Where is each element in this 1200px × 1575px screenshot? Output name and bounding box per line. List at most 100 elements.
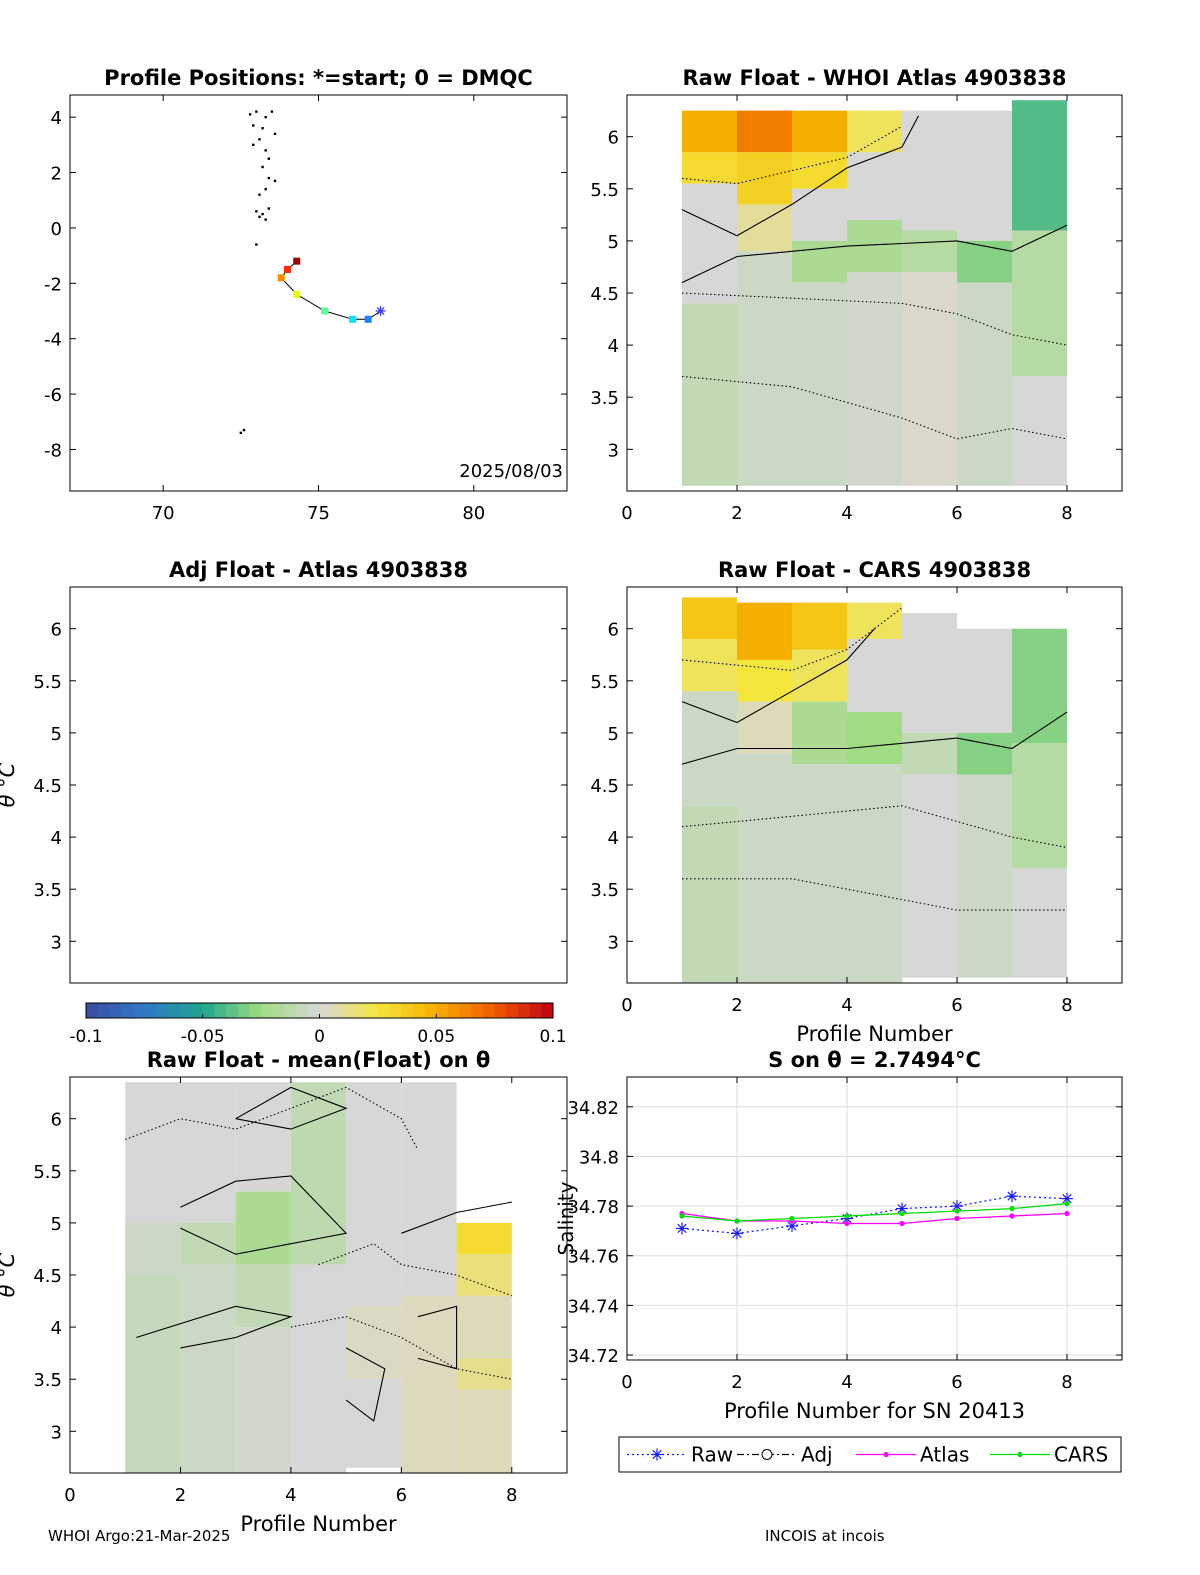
y-tick-label: 4 bbox=[51, 1318, 62, 1339]
contour-line bbox=[125, 1086, 419, 1151]
colorbar-segment bbox=[541, 1003, 554, 1018]
historical-point bbox=[242, 428, 246, 432]
heatmap-cell bbox=[902, 230, 957, 273]
heatmap-cell bbox=[180, 1264, 236, 1473]
series-point-cars bbox=[1064, 1201, 1070, 1207]
colorbar-segment bbox=[412, 1003, 426, 1018]
y-tick-label: 4.5 bbox=[33, 776, 62, 797]
float-track-line bbox=[280, 260, 381, 320]
y-tick-label: 34.72 bbox=[567, 1346, 619, 1367]
heatmap-cell bbox=[847, 110, 902, 153]
y-tick-label: -2 bbox=[44, 274, 62, 295]
colorbar-segment bbox=[132, 1003, 145, 1018]
series-point-atlas bbox=[954, 1215, 960, 1222]
series-point-cars bbox=[734, 1218, 740, 1224]
colorbar-segment bbox=[156, 1003, 169, 1018]
contour-line bbox=[417, 1305, 458, 1370]
y-tick-label: 34.82 bbox=[567, 1098, 619, 1119]
historical-point bbox=[248, 113, 252, 116]
heatmap-cell bbox=[847, 602, 902, 640]
heatmap-cell bbox=[847, 712, 902, 765]
y-tick-label: 4 bbox=[608, 828, 619, 849]
float-start-marker bbox=[375, 306, 386, 316]
colorbar-segment bbox=[214, 1003, 227, 1018]
x-tick-label: 6 bbox=[396, 1485, 407, 1506]
heatmap-cell bbox=[682, 152, 737, 184]
heatmap-cell bbox=[456, 1389, 512, 1473]
atlas-title: Raw Float - WHOI Atlas 4903838 bbox=[682, 66, 1066, 90]
adj_atlas-ylabel: θ °C bbox=[0, 762, 19, 807]
x-tick-label: 6 bbox=[951, 503, 962, 524]
series-point-cars bbox=[899, 1210, 905, 1217]
heatmap-cell bbox=[682, 183, 737, 304]
y-tick-label: -6 bbox=[44, 385, 62, 406]
float-profile-marker bbox=[349, 315, 357, 323]
contour-line bbox=[681, 115, 919, 237]
historical-point bbox=[252, 143, 255, 147]
heatmap-cell bbox=[235, 1264, 291, 1328]
heatmap-cell bbox=[125, 1082, 181, 1223]
y-tick-label: 0 bbox=[51, 219, 62, 240]
historical-point bbox=[252, 124, 255, 127]
x-tick-label: 4 bbox=[841, 995, 852, 1016]
series-point-cars bbox=[954, 1208, 960, 1214]
historical-point bbox=[255, 243, 258, 246]
contour-line bbox=[235, 1086, 348, 1130]
y-tick-label: 3.5 bbox=[590, 388, 619, 409]
series-point-cars bbox=[1009, 1205, 1015, 1212]
colorbar-segment bbox=[389, 1003, 402, 1018]
colorbar-segment bbox=[377, 1003, 391, 1018]
colorbar-segment bbox=[517, 1003, 531, 1018]
y-tick-label: 3.5 bbox=[590, 880, 619, 901]
series-point-atlas bbox=[1064, 1210, 1070, 1217]
series-point-raw bbox=[1007, 1191, 1017, 1201]
colorbar-segment bbox=[191, 1003, 204, 1018]
historical-point bbox=[267, 207, 270, 210]
y-tick-label: 34.8 bbox=[579, 1147, 619, 1168]
float-profile-marker bbox=[293, 290, 301, 298]
historical-point bbox=[273, 179, 277, 183]
anomaly-ylabel: θ °C bbox=[0, 1252, 19, 1297]
y-tick-label: 4.5 bbox=[33, 1266, 62, 1287]
series-point-raw bbox=[732, 1228, 742, 1239]
historical-point bbox=[264, 187, 267, 191]
heatmap-cell bbox=[1012, 376, 1067, 486]
contour-line bbox=[681, 292, 1068, 346]
y-tick-label: 4 bbox=[51, 108, 62, 129]
heatmap-cell bbox=[1012, 628, 1067, 744]
x-tick-label: 4 bbox=[841, 1372, 852, 1393]
heatmap-cell bbox=[737, 659, 792, 702]
series-point-atlas bbox=[899, 1220, 905, 1227]
heatmap-cell bbox=[902, 732, 957, 775]
atlas-plot-area bbox=[681, 100, 1068, 486]
cars-frame bbox=[626, 586, 1123, 984]
historical-point bbox=[261, 127, 264, 130]
colorbar-segment bbox=[529, 1003, 542, 1018]
y-tick-label: 5 bbox=[51, 1214, 62, 1235]
footer-right: INCOIS at incois bbox=[765, 1527, 885, 1545]
historical-point bbox=[255, 110, 258, 113]
colorbar-tick-label: 0.1 bbox=[539, 1027, 566, 1047]
footer-left: WHOI Argo:21-Mar-2025 bbox=[48, 1527, 231, 1545]
heatmap-cell bbox=[180, 1222, 236, 1265]
x-tick-label: 2 bbox=[731, 503, 742, 524]
series-point-cars bbox=[789, 1215, 795, 1222]
colorbar-segment bbox=[319, 1003, 332, 1018]
colorbar-segment bbox=[237, 1003, 250, 1018]
historical-point bbox=[258, 138, 261, 141]
y-tick-label: 3.5 bbox=[33, 880, 62, 901]
legend-marker bbox=[883, 1451, 889, 1458]
legend-label-atlas: Atlas bbox=[920, 1443, 969, 1467]
x-tick-label: 6 bbox=[951, 1372, 962, 1393]
series-point-atlas bbox=[1009, 1213, 1015, 1219]
y-tick-label: 5 bbox=[51, 724, 62, 745]
float-profile-marker bbox=[364, 315, 372, 323]
heatmap-cell bbox=[456, 1222, 512, 1255]
float-profile-marker bbox=[283, 265, 291, 273]
colorbar-tick-label: 0.05 bbox=[417, 1027, 455, 1047]
y-tick-label: 4.5 bbox=[590, 776, 619, 797]
atlas-frame bbox=[626, 94, 1123, 492]
anomaly-plot-area bbox=[125, 1082, 512, 1473]
colorbar-segment bbox=[424, 1003, 437, 1018]
salinity-panel: S on θ = 2.7494°C 0 2 4 6 8 34.82 34.8 34.78 34.7… bbox=[554, 1048, 1122, 1423]
